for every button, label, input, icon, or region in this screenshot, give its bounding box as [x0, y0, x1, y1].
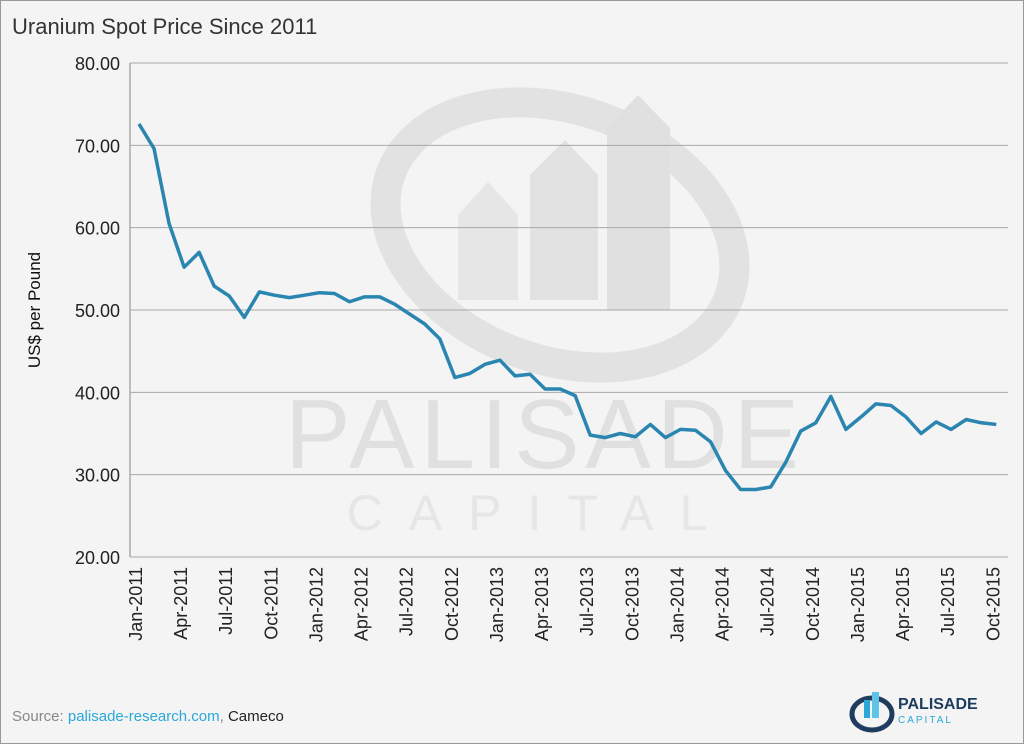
- y-tick-label: 70.00: [75, 136, 120, 156]
- x-tick-label: Jan-2013: [487, 567, 507, 642]
- x-tick-label: Jan-2012: [306, 567, 326, 642]
- x-tick-label: Jan-2015: [848, 567, 868, 642]
- x-tick-label: Apr-2011: [171, 567, 191, 640]
- watermark-line1: PALISADE: [285, 379, 805, 489]
- x-tick-label: Oct-2012: [442, 567, 462, 641]
- source-other: Cameco: [227, 708, 284, 725]
- y-axis-label: US$ per Pound: [25, 252, 44, 368]
- x-tick-label: Jan-2014: [667, 567, 687, 642]
- y-tick-label: 20.00: [75, 548, 120, 568]
- y-tick-label: 50.00: [75, 301, 120, 321]
- x-tick-label: Apr-2012: [352, 567, 372, 641]
- x-tick-label: Jan-2011: [126, 567, 146, 641]
- x-tick-label: Oct-2011: [261, 567, 281, 640]
- logo-icon: [849, 692, 895, 733]
- x-tick-label: Oct-2015: [983, 567, 1003, 641]
- y-tick-label: 60.00: [75, 219, 120, 239]
- y-tick-label: 80.00: [75, 54, 120, 74]
- x-tick-label: Jul-2011: [216, 567, 236, 635]
- logo-line1: PALISADE: [898, 696, 978, 713]
- x-tick-label: Oct-2013: [622, 567, 642, 641]
- source-sep: ,: [219, 708, 228, 725]
- x-tick-label: Jul-2013: [577, 567, 597, 636]
- x-tick-label: Apr-2015: [893, 567, 913, 641]
- y-tick-label: 40.00: [75, 383, 120, 403]
- x-tick-label: Jul-2012: [397, 567, 417, 636]
- x-tick-label: Oct-2014: [803, 567, 823, 641]
- chart-title: Uranium Spot Price Since 2011: [12, 14, 318, 39]
- watermark: PALISADE CAPITAL: [285, 87, 805, 541]
- logo-line2: CAPITAL: [898, 715, 953, 726]
- source-label: Source:: [12, 708, 68, 725]
- watermark-line2: CAPITAL: [347, 485, 734, 541]
- source-link[interactable]: palisade-research.com: [67, 708, 220, 725]
- price-line: [137, 123, 997, 492]
- source-note: Source: palisade-research.com, Cameco: [12, 708, 284, 725]
- x-tick-label: Jul-2014: [758, 567, 778, 636]
- x-tick-label: Apr-2014: [713, 567, 733, 641]
- x-tick-label: Apr-2013: [532, 567, 552, 641]
- palisade-logo: PALISADE CAPITAL: [848, 686, 1008, 736]
- x-tick-label: Jul-2015: [938, 567, 958, 636]
- y-tick-label: 30.00: [75, 466, 120, 486]
